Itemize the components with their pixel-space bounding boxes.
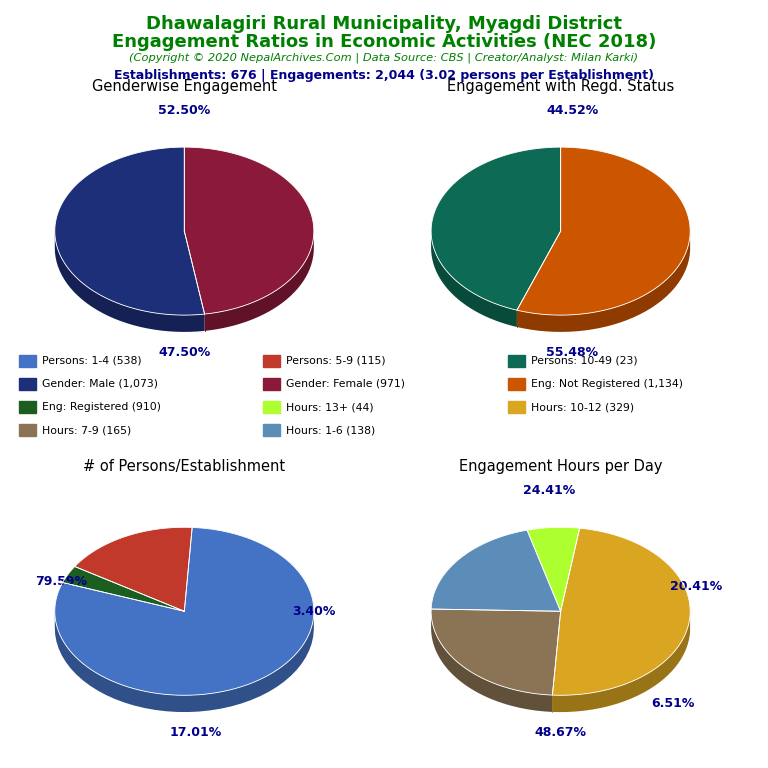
Title: Engagement Hours per Day: Engagement Hours per Day: [459, 459, 662, 474]
Text: Hours: 1-6 (138): Hours: 1-6 (138): [286, 425, 376, 435]
Polygon shape: [74, 528, 192, 611]
Polygon shape: [55, 230, 204, 332]
Polygon shape: [55, 611, 314, 712]
Title: Genderwise Engagement: Genderwise Engagement: [92, 79, 276, 94]
Text: Persons: 10-49 (23): Persons: 10-49 (23): [531, 356, 637, 366]
Polygon shape: [552, 614, 690, 712]
Text: Gender: Male (1,073): Gender: Male (1,073): [42, 379, 158, 389]
Polygon shape: [55, 528, 314, 695]
Polygon shape: [184, 147, 314, 314]
Text: Persons: 5-9 (115): Persons: 5-9 (115): [286, 356, 386, 366]
Title: # of Persons/Establishment: # of Persons/Establishment: [83, 459, 286, 474]
Text: Gender: Female (971): Gender: Female (971): [286, 379, 406, 389]
Polygon shape: [552, 528, 690, 695]
Text: 55.48%: 55.48%: [546, 346, 598, 359]
Polygon shape: [517, 233, 690, 332]
Text: Persons: 1-4 (538): Persons: 1-4 (538): [42, 356, 142, 366]
Title: Engagement with Regd. Status: Engagement with Regd. Status: [447, 79, 674, 94]
Polygon shape: [517, 147, 690, 315]
Polygon shape: [431, 530, 561, 611]
Text: 20.41%: 20.41%: [670, 580, 722, 593]
Text: Hours: 13+ (44): Hours: 13+ (44): [286, 402, 374, 412]
Polygon shape: [431, 147, 561, 310]
Text: Establishments: 676 | Engagements: 2,044 (3.02 persons per Establishment): Establishments: 676 | Engagements: 2,044…: [114, 69, 654, 82]
Polygon shape: [55, 147, 204, 315]
Text: Eng: Registered (910): Eng: Registered (910): [42, 402, 161, 412]
Text: 24.41%: 24.41%: [523, 484, 575, 497]
Text: 17.01%: 17.01%: [170, 726, 222, 739]
Polygon shape: [204, 231, 314, 331]
Polygon shape: [63, 567, 184, 611]
Text: 3.40%: 3.40%: [292, 604, 336, 617]
Text: Hours: 7-9 (165): Hours: 7-9 (165): [42, 425, 131, 435]
Text: 47.50%: 47.50%: [158, 346, 210, 359]
Text: Dhawalagiri Rural Municipality, Myagdi District: Dhawalagiri Rural Municipality, Myagdi D…: [146, 15, 622, 33]
Polygon shape: [431, 230, 517, 327]
Text: Hours: 10-12 (329): Hours: 10-12 (329): [531, 402, 634, 412]
Text: 79.59%: 79.59%: [35, 574, 87, 588]
Text: Eng: Not Registered (1,134): Eng: Not Registered (1,134): [531, 379, 683, 389]
Text: 44.52%: 44.52%: [546, 104, 598, 117]
Polygon shape: [431, 609, 561, 695]
Text: Engagement Ratios in Economic Activities (NEC 2018): Engagement Ratios in Economic Activities…: [112, 33, 656, 51]
Text: 48.67%: 48.67%: [535, 726, 587, 739]
Text: (Copyright © 2020 NepalArchives.Com | Data Source: CBS | Creator/Analyst: Milan : (Copyright © 2020 NepalArchives.Com | Da…: [130, 52, 638, 63]
Text: 6.51%: 6.51%: [650, 697, 694, 710]
Polygon shape: [527, 528, 580, 611]
Text: 52.50%: 52.50%: [158, 104, 210, 117]
Polygon shape: [431, 611, 552, 712]
